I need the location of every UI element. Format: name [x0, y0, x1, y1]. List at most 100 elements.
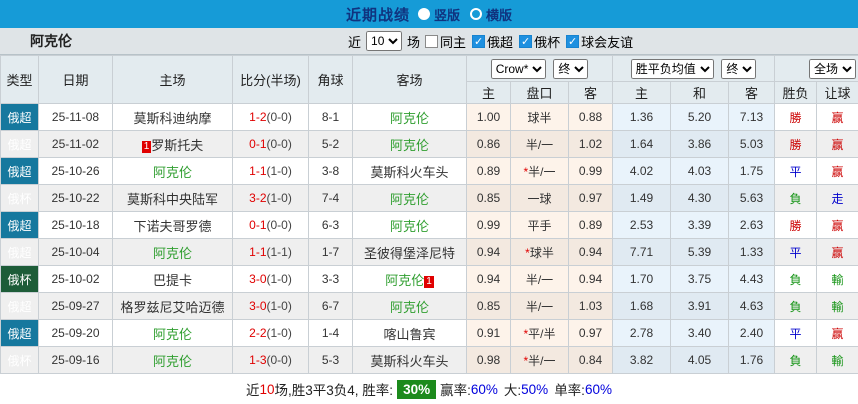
- avg-home-cell: 1.64: [613, 131, 671, 158]
- avg-home: 2.53: [630, 218, 653, 232]
- filter-checkbox-item[interactable]: 球会友谊: [566, 32, 633, 51]
- team-name: 巴提卡: [153, 273, 192, 288]
- odds-home: 0.85: [477, 191, 500, 205]
- handicap-value: 半/一: [528, 165, 555, 179]
- match-date: 25-09-27: [51, 299, 99, 313]
- filter-checkbox-label: 俄杯: [534, 32, 560, 51]
- odds-home: 0.99: [477, 218, 500, 232]
- odds-away-cell: 0.89: [569, 212, 613, 239]
- match-date: 25-09-20: [51, 326, 99, 340]
- odds-home-cell: 0.99: [467, 212, 511, 239]
- let-goal-label: 赢: [832, 165, 844, 179]
- filter-checkbox-item[interactable]: 同主: [425, 32, 466, 51]
- filter-checkbox-label: 同主: [440, 32, 466, 51]
- avg-home-cell: 2.78: [613, 320, 671, 347]
- avg-final-select[interactable]: 终: [721, 59, 756, 79]
- avg-home-cell: 3.82: [613, 347, 671, 374]
- radio-icon[interactable]: [470, 8, 482, 20]
- layout-radio-selected[interactable]: 竖版: [418, 5, 460, 24]
- checkbox-checked-icon[interactable]: [472, 35, 485, 48]
- avg-away-cell: 7.13: [729, 104, 775, 131]
- date-cell: 25-10-22: [39, 185, 113, 212]
- red-card-badge: 1: [142, 141, 152, 153]
- filter-checkbox-item[interactable]: 俄杯: [519, 32, 560, 51]
- avg-home-cell: 2.53: [613, 212, 671, 239]
- odds-home-cell: 0.85: [467, 293, 511, 320]
- away-team-cell: 阿克伦: [353, 104, 467, 131]
- avg-home: 1.36: [630, 110, 653, 124]
- result-label: 負: [790, 300, 802, 314]
- col-header-away: 客场: [353, 56, 467, 104]
- let-goal-label: 走: [832, 192, 844, 206]
- score-cell: 3-0(1-0): [233, 293, 309, 320]
- fulltime-score: 2-2: [249, 326, 266, 340]
- avg-draw: 5.39: [688, 245, 711, 259]
- odds-home: 0.94: [477, 272, 500, 286]
- halftime-score: (0-0): [267, 218, 292, 232]
- corner-count: 8-1: [322, 110, 339, 124]
- odds-final-select[interactable]: 终: [553, 59, 588, 79]
- halftime-score: (1-0): [267, 326, 292, 340]
- let-goal-cell: 輸: [817, 347, 858, 374]
- near-count-select[interactable]: 10: [366, 31, 402, 51]
- result-label: 平: [790, 327, 802, 341]
- league-label: 俄超: [7, 219, 31, 233]
- league-cell: 俄超: [1, 104, 39, 131]
- match-date: 25-09-16: [51, 353, 99, 367]
- layout-radio-option[interactable]: 横版: [470, 5, 512, 24]
- avg-away: 2.63: [740, 218, 763, 232]
- checkbox-checked-icon[interactable]: [566, 35, 579, 48]
- checkbox-unchecked-icon[interactable]: [425, 35, 438, 48]
- let-goal-label: 輸: [832, 354, 844, 368]
- match-date: 25-11-02: [52, 137, 99, 151]
- league-label: 俄超: [7, 165, 31, 179]
- let-goal-cell: 赢: [817, 158, 858, 185]
- avg-away-cell: 2.63: [729, 212, 775, 239]
- avg-draw-cell: 3.86: [671, 131, 729, 158]
- win-value: 60%: [471, 382, 498, 397]
- fulltime-score: 0-1: [249, 137, 266, 151]
- odds-home-cell: 0.85: [467, 185, 511, 212]
- avg-draw: 5.20: [688, 110, 711, 124]
- league-cell: 俄杯: [1, 347, 39, 374]
- avg-draw-cell: 5.39: [671, 239, 729, 266]
- filter-checkbox-item[interactable]: 俄超: [472, 32, 513, 51]
- filter-checkbox-label: 球会友谊: [581, 32, 633, 51]
- handicap-value: 一球: [527, 192, 551, 206]
- checkbox-checked-icon[interactable]: [519, 35, 532, 48]
- team-name: 圣彼得堡泽尼特: [364, 246, 455, 261]
- avg-draw: 4.05: [688, 353, 711, 367]
- team-name: 阿克伦: [153, 165, 192, 180]
- radio-icon[interactable]: [418, 8, 430, 20]
- odds-away-cell: 1.03: [569, 293, 613, 320]
- odds-source-select[interactable]: Crow*: [491, 59, 546, 79]
- fulltime-score: 1-1: [249, 164, 266, 178]
- odds-home-cell: 0.86: [467, 131, 511, 158]
- handicap-value: 球半: [530, 246, 554, 260]
- result-label: 平: [790, 246, 802, 260]
- avg-away: 5.63: [740, 191, 763, 205]
- odds-away: 0.88: [579, 110, 602, 124]
- team-name: 莫斯科火车头: [370, 354, 448, 369]
- handicap-cell: 一球: [511, 185, 569, 212]
- big-label: 大:: [504, 379, 521, 399]
- odds-away-cell: 0.84: [569, 347, 613, 374]
- handicap-value: 半/一: [528, 354, 555, 368]
- layout-radio-group: 竖版横版: [418, 5, 512, 24]
- away-team-cell: 喀山鲁宾: [353, 320, 467, 347]
- league-cell: 俄超: [1, 212, 39, 239]
- league-cell: 俄超: [1, 131, 39, 158]
- date-cell: 25-09-27: [39, 293, 113, 320]
- away-team-cell: 莫斯科火车头: [353, 347, 467, 374]
- away-team-cell: 阿克伦: [353, 293, 467, 320]
- let-goal-cell: 赢: [817, 320, 858, 347]
- page-title: 近期战绩: [346, 4, 410, 25]
- scope-select[interactable]: 全场: [809, 59, 856, 79]
- avg-home: 1.49: [630, 191, 653, 205]
- corner-cell: 6-7: [309, 293, 353, 320]
- avg-source-select[interactable]: 胜平负均值: [631, 59, 714, 79]
- corner-count: 3-8: [322, 164, 339, 178]
